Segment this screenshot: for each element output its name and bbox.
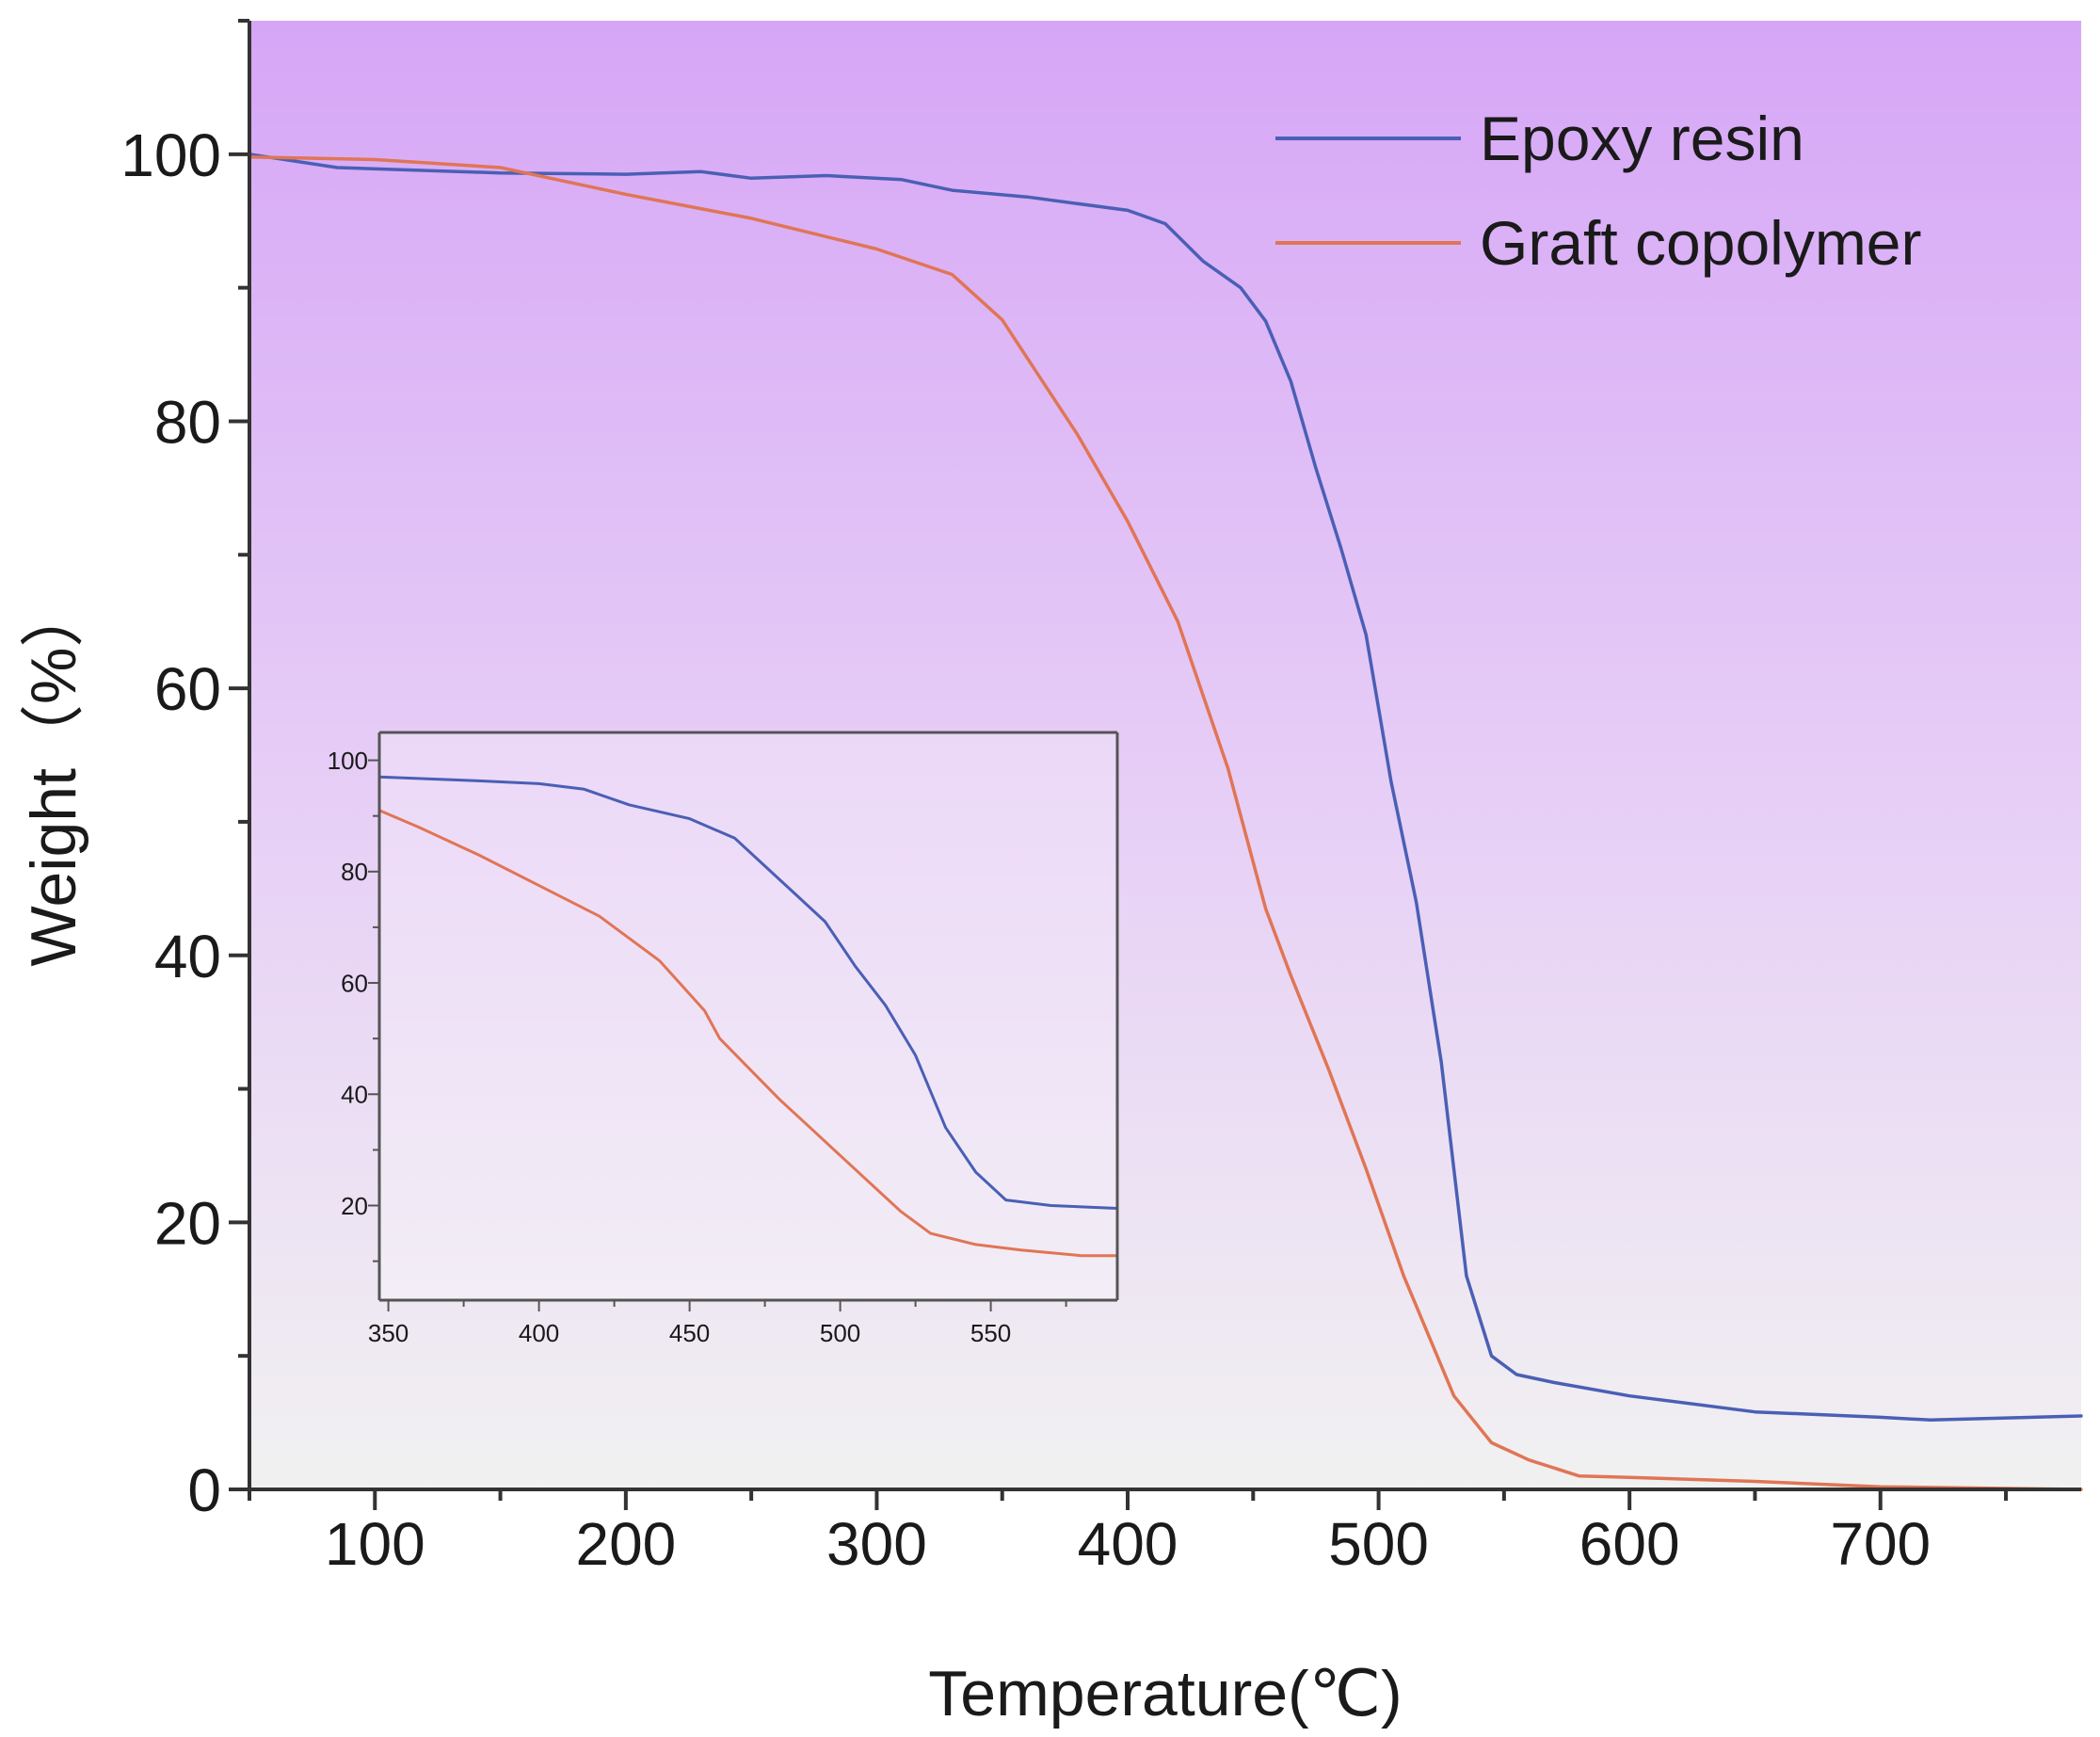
inset-x-tick-label: 350 — [368, 1319, 409, 1347]
inset-series-line-epoxy-resin — [377, 775, 1119, 1210]
main-y-tick-label: 40 — [154, 923, 221, 990]
inset-x-tick-label: 500 — [820, 1319, 860, 1347]
main-series-line-epoxy-resin — [248, 153, 2083, 1423]
legend-label-epoxy-resin: Epoxy resin — [1480, 104, 1804, 173]
main-series-line-graft-copolymer — [248, 154, 2083, 1491]
inset-y-tick-label: 60 — [341, 969, 368, 997]
inset-plot-area — [379, 732, 1117, 1300]
inset-y-tick-label: 100 — [328, 747, 368, 775]
main-y-tick-label: 100 — [120, 121, 221, 189]
inset-y-tick-label: 20 — [341, 1192, 368, 1220]
inset-series-group — [377, 775, 1119, 1258]
inset-x-tick-label: 400 — [519, 1319, 559, 1347]
inset-y-tick-label: 40 — [341, 1081, 368, 1109]
main-y-tick-label: 80 — [154, 388, 221, 456]
main-x-tick-label: 500 — [1328, 1510, 1429, 1578]
inset-chart: 350 400 450 500 550 20 40 60 80 100 — [328, 731, 1119, 1347]
inset-series-line-graft-copolymer — [377, 809, 1119, 1258]
main-y-tick-label: 0 — [187, 1456, 221, 1524]
main-x-tick-label: 300 — [826, 1510, 927, 1578]
legend-label-graft-copolymer: Graft copolymer — [1480, 208, 1921, 278]
main-axes: 100 200 300 400 500 600 700 0 20 40 60 80 100 — [120, 19, 2081, 1578]
main-y-tick-label: 60 — [154, 655, 221, 723]
legend: Epoxy resin Graft copolymer — [1275, 104, 1921, 278]
main-x-tick-label: 600 — [1579, 1510, 1680, 1578]
main-y-tick-label: 20 — [154, 1189, 221, 1257]
x-axis-title: Temperature(℃) — [928, 1658, 1402, 1729]
main-series-group — [248, 153, 2083, 1491]
inset-x-tick-label: 450 — [669, 1319, 710, 1347]
main-x-tick-label: 700 — [1830, 1510, 1931, 1578]
main-x-tick-label: 400 — [1078, 1510, 1178, 1578]
inset-axes: 350 400 450 500 550 20 40 60 80 100 — [328, 731, 1119, 1347]
inset-x-tick-label: 550 — [970, 1319, 1011, 1347]
plot-area — [249, 21, 2081, 1489]
main-x-tick-label: 200 — [575, 1510, 676, 1578]
y-axis-title: Weight（%） — [18, 584, 89, 967]
main-x-tick-label: 100 — [325, 1510, 425, 1578]
inset-y-tick-label: 80 — [341, 858, 368, 886]
